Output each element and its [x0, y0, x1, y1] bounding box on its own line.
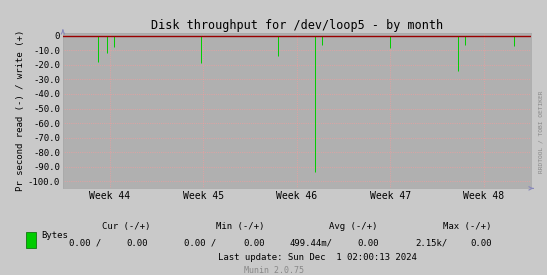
Text: Max (-/+): Max (-/+) [444, 222, 492, 231]
Text: Last update: Sun Dec  1 02:00:13 2024: Last update: Sun Dec 1 02:00:13 2024 [218, 253, 417, 262]
Text: Bytes: Bytes [41, 231, 68, 240]
Text: 499.44m/: 499.44m/ [289, 239, 333, 248]
Text: RRDTOOL / TOBI OETIKER: RRDTOOL / TOBI OETIKER [538, 91, 543, 173]
Y-axis label: Pr second read (-) / write (+): Pr second read (-) / write (+) [16, 30, 25, 191]
Text: 0.00: 0.00 [126, 239, 148, 248]
Text: 0.00: 0.00 [471, 239, 492, 248]
Text: Min (-/+): Min (-/+) [217, 222, 265, 231]
Text: 0.00: 0.00 [244, 239, 265, 248]
Text: 0.00: 0.00 [358, 239, 379, 248]
Text: Cur (-/+): Cur (-/+) [102, 222, 150, 231]
Text: 0.00 /: 0.00 / [184, 239, 216, 248]
Text: Munin 2.0.75: Munin 2.0.75 [243, 266, 304, 274]
Title: Disk throughput for /dev/loop5 - by month: Disk throughput for /dev/loop5 - by mont… [150, 19, 443, 32]
Text: 0.00 /: 0.00 / [69, 239, 101, 248]
Text: 2.15k/: 2.15k/ [415, 239, 447, 248]
Text: Avg (-/+): Avg (-/+) [329, 222, 377, 231]
